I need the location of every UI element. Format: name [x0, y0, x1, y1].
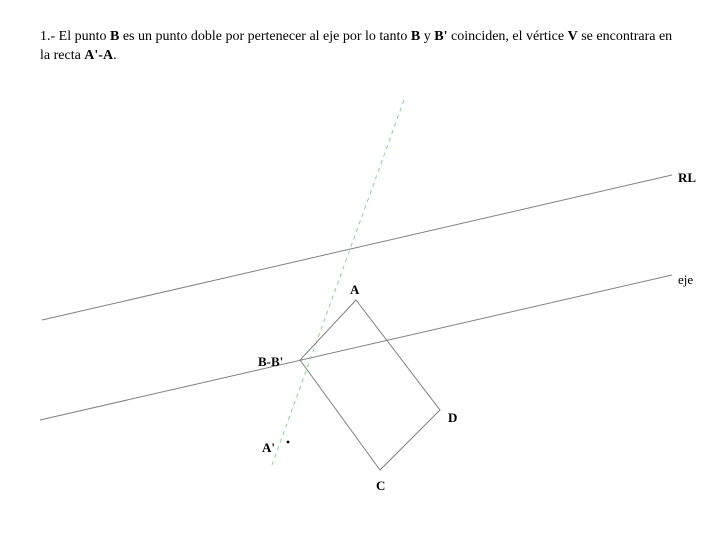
label-eje: eje	[678, 272, 693, 288]
label-A: A	[350, 282, 359, 298]
square-ABCD	[300, 300, 440, 470]
label-C: C	[376, 478, 385, 494]
label-RL: RL	[678, 170, 696, 186]
label-D: D	[448, 410, 457, 426]
line-RL	[42, 175, 672, 320]
label-BBp: B-B'	[258, 354, 283, 370]
point-Ap	[287, 441, 290, 444]
label-Ap: A'	[262, 440, 275, 456]
geometry-diagram	[0, 0, 720, 540]
line-dash	[272, 100, 404, 465]
